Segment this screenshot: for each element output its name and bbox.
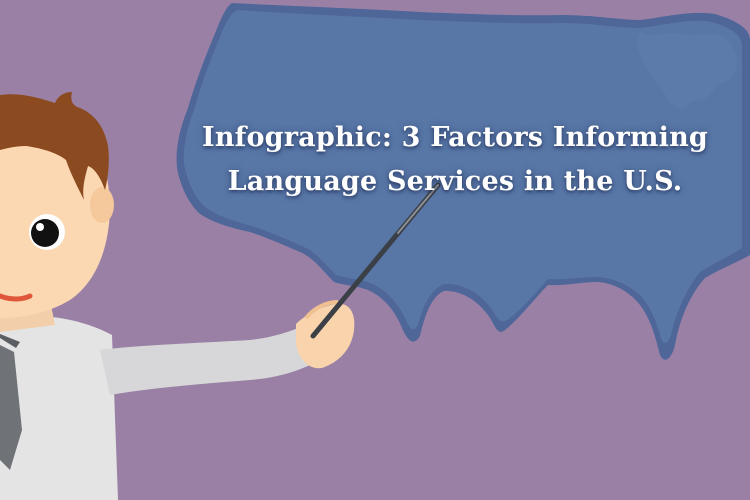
banner-title: Infographic: 3 Factors Informing Languag… [170, 116, 740, 204]
presenter-character [0, 92, 355, 500]
us-map [176, 3, 750, 360]
banner-title-line-2: Language Services in the U.S. [227, 166, 683, 197]
banner-title-line-1: Infographic: 3 Factors Informing [201, 122, 709, 153]
